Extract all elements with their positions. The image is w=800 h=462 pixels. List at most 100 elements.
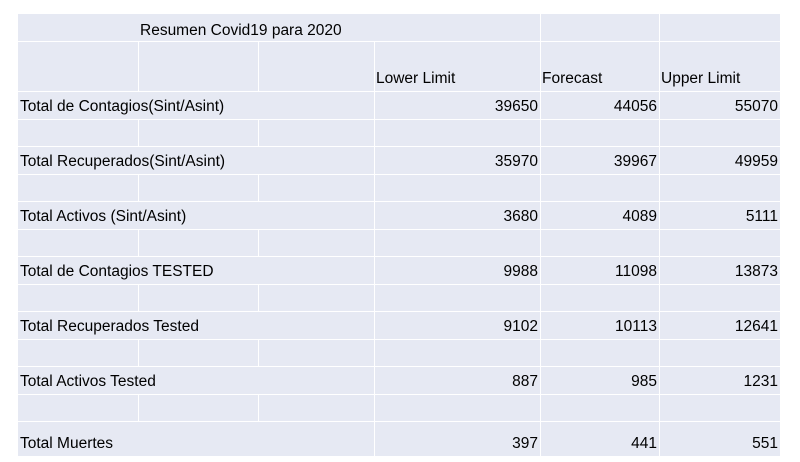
spacer-cell[interactable]	[258, 229, 374, 256]
value-cell-text: 11098	[615, 262, 657, 280]
value-cell[interactable]: 9102	[374, 311, 540, 339]
grid-line	[138, 229, 139, 256]
grid-line	[18, 91, 780, 92]
value-cell[interactable]: 49959	[659, 146, 780, 174]
value-cell[interactable]: 5111	[659, 201, 780, 229]
grid-line	[18, 394, 780, 395]
spacer-cell[interactable]	[18, 284, 138, 311]
grid-line	[18, 201, 780, 202]
row-label[interactable]: Total Recuperados Tested	[18, 311, 374, 339]
spacer-cell[interactable]	[540, 119, 659, 146]
spacer-cell[interactable]	[18, 119, 138, 146]
spacer-cell[interactable]	[258, 174, 374, 201]
value-cell[interactable]: 887	[374, 366, 540, 394]
value-cell-text: 441	[631, 434, 657, 452]
row-label[interactable]: Total de Contagios(Sint/Asint)	[18, 91, 374, 119]
value-cell-text: 10113	[615, 317, 657, 335]
value-cell[interactable]: 44056	[540, 91, 659, 119]
grid-line	[18, 421, 780, 422]
row-label[interactable]: Total Recuperados(Sint/Asint)	[18, 146, 374, 174]
value-cell[interactable]: 55070	[659, 91, 780, 119]
row-label[interactable]: Total Activos (Sint/Asint)	[18, 201, 374, 229]
spacer-cell[interactable]	[258, 284, 374, 311]
spacer-cell[interactable]	[138, 229, 258, 256]
value-cell[interactable]: 12641	[659, 311, 780, 339]
spacer-cell[interactable]	[138, 174, 258, 201]
spacer-cell[interactable]	[18, 174, 138, 201]
value-cell[interactable]: 441	[540, 421, 659, 456]
row-label[interactable]: Total Activos Tested	[18, 366, 374, 394]
value-cell-text: 397	[512, 434, 538, 452]
value-cell[interactable]: 4089	[540, 201, 659, 229]
value-cell[interactable]: 35970	[374, 146, 540, 174]
value-cell-text: 35970	[494, 152, 538, 170]
value-cell[interactable]: 3680	[374, 201, 540, 229]
value-cell[interactable]: 1231	[659, 366, 780, 394]
grid-line	[138, 394, 139, 421]
spacer-cell[interactable]	[374, 284, 540, 311]
spacer-cell[interactable]	[138, 284, 258, 311]
spacer-cell[interactable]	[659, 119, 780, 146]
value-cell[interactable]: 39967	[540, 146, 659, 174]
spacer-cell[interactable]	[18, 339, 138, 366]
table-title[interactable]: Resumen Covid19 para 2020	[138, 14, 540, 41]
column-header[interactable]: Forecast	[540, 41, 659, 91]
spacer-cell[interactable]	[18, 394, 138, 421]
value-cell[interactable]: 11098	[540, 256, 659, 284]
row-label-text: Total de Contagios TESTED	[20, 262, 214, 280]
grid-line	[258, 119, 259, 146]
grid-line	[18, 119, 780, 120]
spacer-cell[interactable]	[374, 339, 540, 366]
spacer-cell[interactable]	[374, 394, 540, 421]
title-row[interactable]	[18, 14, 780, 41]
value-cell-text: 4089	[622, 207, 657, 225]
grid-line	[18, 174, 780, 175]
value-cell[interactable]: 10113	[540, 311, 659, 339]
spacer-cell[interactable]	[374, 174, 540, 201]
value-cell[interactable]: 9988	[374, 256, 540, 284]
spacer-cell[interactable]	[258, 394, 374, 421]
row-label[interactable]: Total de Contagios TESTED	[18, 256, 374, 284]
spacer-cell[interactable]	[659, 174, 780, 201]
value-cell[interactable]: 39650	[374, 91, 540, 119]
row-label[interactable]: Total Muertes	[18, 421, 374, 456]
spacer-cell[interactable]	[659, 229, 780, 256]
spacer-cell[interactable]	[540, 229, 659, 256]
value-cell[interactable]: 397	[374, 421, 540, 456]
value-cell-text: 55070	[734, 97, 778, 115]
value-cell-text: 9102	[503, 317, 538, 335]
value-cell[interactable]: 551	[659, 421, 780, 456]
grid-line	[258, 174, 259, 201]
grid-line	[258, 339, 259, 366]
grid-line	[18, 284, 780, 285]
spacer-cell[interactable]	[540, 339, 659, 366]
spacer-cell[interactable]	[540, 174, 659, 201]
spacer-cell[interactable]	[138, 119, 258, 146]
spacer-cell[interactable]	[374, 229, 540, 256]
spacer-cell[interactable]	[659, 284, 780, 311]
value-cell[interactable]: 985	[540, 366, 659, 394]
spacer-cell[interactable]	[138, 394, 258, 421]
value-cell-text: 44056	[613, 97, 657, 115]
spacer-cell[interactable]	[258, 339, 374, 366]
spacer-cell[interactable]	[540, 394, 659, 421]
value-cell-text: 13873	[734, 262, 778, 280]
spacer-cell[interactable]	[374, 119, 540, 146]
grid-line	[138, 174, 139, 201]
column-header[interactable]: Upper Limit	[659, 41, 780, 91]
spacer-cell[interactable]	[659, 394, 780, 421]
value-cell[interactable]: 13873	[659, 256, 780, 284]
grid-line	[18, 229, 780, 230]
spacer-cell[interactable]	[138, 339, 258, 366]
column-header[interactable]: Lower Limit	[374, 41, 540, 91]
grid-line	[138, 119, 139, 146]
row-label-text: Total Muertes	[20, 434, 114, 452]
spacer-cell[interactable]	[18, 229, 138, 256]
spacer-cell[interactable]	[540, 284, 659, 311]
header-row[interactable]	[18, 41, 374, 91]
spacer-cell[interactable]	[258, 119, 374, 146]
value-cell-text: 887	[512, 372, 538, 390]
grid-line	[18, 311, 780, 312]
spacer-cell[interactable]	[659, 339, 780, 366]
grid-line	[138, 284, 139, 311]
